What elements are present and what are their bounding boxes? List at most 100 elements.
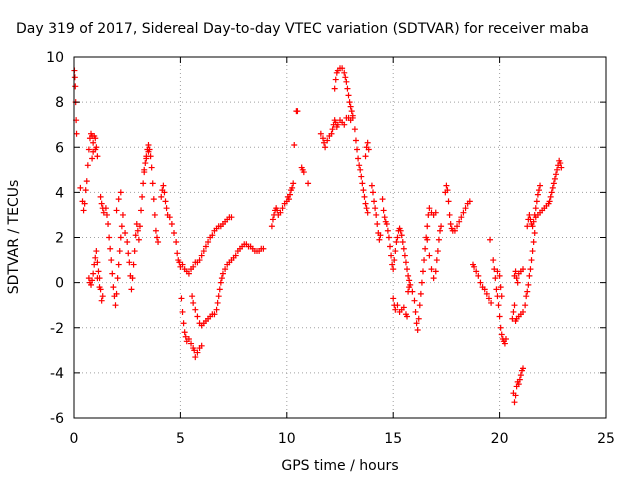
data-point xyxy=(113,290,120,297)
data-point xyxy=(445,198,452,205)
x-tick-label: 5 xyxy=(176,431,185,447)
data-point xyxy=(554,166,561,173)
x-tick-label: 0 xyxy=(70,431,79,447)
data-point xyxy=(473,268,480,275)
data-point xyxy=(551,175,558,182)
y-tick-label: 6 xyxy=(55,140,64,156)
data-point xyxy=(424,236,431,243)
data-point xyxy=(351,126,358,133)
data-points xyxy=(71,65,565,406)
data-point xyxy=(290,180,297,187)
data-point xyxy=(73,130,80,137)
data-point xyxy=(94,259,101,266)
data-point xyxy=(194,349,201,356)
grid-layer xyxy=(74,57,606,418)
data-point xyxy=(88,281,95,288)
data-point xyxy=(531,229,538,236)
data-point xyxy=(94,275,101,282)
data-point xyxy=(133,220,140,227)
data-point xyxy=(520,266,527,273)
data-point xyxy=(82,187,89,194)
data-point xyxy=(182,333,189,340)
data-point xyxy=(372,205,379,212)
data-point xyxy=(269,216,276,223)
data-point xyxy=(348,108,355,115)
data-point xyxy=(178,295,185,302)
data-point xyxy=(160,182,167,189)
data-point xyxy=(398,232,405,239)
data-point xyxy=(122,229,129,236)
data-point xyxy=(214,299,221,306)
data-point xyxy=(232,252,239,259)
data-point xyxy=(414,327,421,334)
data-point xyxy=(109,270,116,277)
data-point xyxy=(94,153,101,160)
y-tick-label: 8 xyxy=(55,95,64,111)
data-point xyxy=(454,223,461,230)
data-point xyxy=(529,223,536,230)
data-point xyxy=(139,193,146,200)
data-point xyxy=(529,248,536,255)
data-point xyxy=(428,266,435,273)
data-point xyxy=(179,261,186,268)
data-point xyxy=(483,290,490,297)
data-point xyxy=(394,302,401,309)
data-point xyxy=(145,148,152,155)
data-point xyxy=(155,239,162,246)
y-tick-label: 4 xyxy=(55,185,64,201)
data-point xyxy=(332,76,339,83)
data-point xyxy=(285,196,292,203)
data-point xyxy=(180,320,187,327)
data-point xyxy=(548,189,555,196)
data-point xyxy=(374,220,381,227)
data-point xyxy=(525,281,532,288)
data-point xyxy=(91,261,98,268)
data-point xyxy=(345,92,352,99)
data-point xyxy=(185,270,192,277)
data-point xyxy=(341,121,348,128)
data-point xyxy=(228,214,235,221)
data-point xyxy=(349,112,356,119)
data-point xyxy=(497,324,504,331)
data-point xyxy=(145,141,152,148)
data-point xyxy=(190,263,197,270)
data-point xyxy=(388,252,395,259)
data-point xyxy=(185,336,192,343)
data-point xyxy=(537,182,544,189)
data-point xyxy=(405,272,412,279)
data-point xyxy=(520,308,527,315)
data-point xyxy=(437,227,444,234)
data-point xyxy=(481,286,488,293)
data-point xyxy=(446,211,453,218)
data-point xyxy=(105,220,112,227)
data-point xyxy=(341,69,348,76)
data-point xyxy=(380,207,387,214)
data-point xyxy=(549,184,556,191)
data-point xyxy=(511,399,518,406)
data-point xyxy=(355,155,362,162)
data-point xyxy=(205,239,212,246)
data-point xyxy=(432,268,439,275)
data-point xyxy=(363,205,370,212)
data-point xyxy=(501,340,508,347)
data-point xyxy=(495,302,502,309)
data-point xyxy=(346,99,353,106)
data-point xyxy=(384,227,391,234)
y-tick-label: 10 xyxy=(46,50,64,66)
data-point xyxy=(90,270,97,277)
data-point xyxy=(84,162,91,169)
data-point xyxy=(412,308,419,315)
data-point xyxy=(114,275,121,282)
data-point xyxy=(435,236,442,243)
y-tick-label: -4 xyxy=(50,366,64,382)
data-point xyxy=(219,270,226,277)
data-point xyxy=(392,306,399,313)
y-axis-label: SDTVAR / TECUs xyxy=(6,180,22,295)
data-point xyxy=(365,146,372,153)
data-point xyxy=(153,234,160,241)
data-point xyxy=(352,137,359,144)
data-point xyxy=(462,205,469,212)
data-point xyxy=(447,220,454,227)
data-point xyxy=(510,308,517,315)
